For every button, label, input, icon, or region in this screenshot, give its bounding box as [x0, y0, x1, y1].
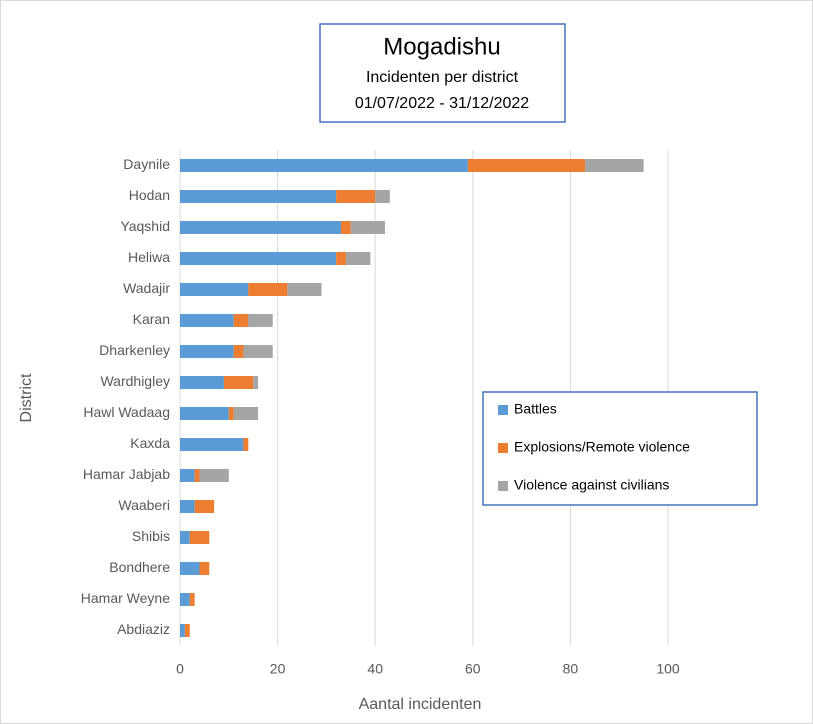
bar-segment	[233, 407, 259, 420]
bar-segment	[180, 500, 195, 513]
bar-segment	[180, 345, 234, 358]
y-tick-label: Karan	[133, 311, 170, 327]
bar-segment	[180, 531, 190, 544]
title-box	[319, 23, 566, 123]
x-tick-label: 40	[367, 661, 383, 677]
legend-swatch	[498, 405, 508, 415]
bar-segment	[375, 190, 390, 203]
y-tick-label: Wardhigley	[100, 373, 170, 389]
bar-segment	[180, 593, 190, 606]
legend-swatch	[498, 443, 508, 453]
bar-segment	[194, 469, 200, 482]
y-tick-label: Bondhere	[109, 559, 170, 575]
bar-segment	[180, 376, 224, 389]
y-tick-label: Hamar Weyne	[81, 590, 170, 606]
bar-segment	[248, 314, 273, 327]
bar-segment	[341, 221, 351, 234]
bar-segment	[180, 407, 229, 420]
bar-segment	[199, 562, 210, 575]
y-tick-label: Dharkenley	[99, 342, 170, 358]
legend-label: Violence against civilians	[514, 477, 669, 493]
bar-segment	[233, 314, 249, 327]
bar-segment	[180, 314, 234, 327]
bar-segment	[467, 159, 586, 172]
y-tick-label: Kaxda	[130, 435, 170, 451]
x-tick-label: 100	[656, 661, 680, 677]
bar-segment	[253, 376, 259, 389]
bar-segment	[189, 531, 210, 544]
bar-segment	[585, 159, 644, 172]
y-tick-label: Yaqshid	[120, 218, 170, 234]
y-tick-label: Daynile	[123, 156, 170, 172]
bar-segment	[194, 500, 215, 513]
legend-label: Battles	[514, 401, 557, 417]
bar-segment	[180, 469, 195, 482]
bar-segment	[287, 283, 322, 296]
bar-segment	[199, 469, 229, 482]
bar-segment	[180, 252, 337, 265]
bar-segment	[248, 283, 288, 296]
x-tick-label: 60	[465, 661, 481, 677]
bar-segment	[180, 562, 200, 575]
bar-segment	[180, 283, 249, 296]
bar-segment	[336, 190, 376, 203]
bar-segment	[180, 221, 342, 234]
legend-label: Explosions/Remote violence	[514, 439, 690, 455]
y-tick-label: Hodan	[129, 187, 170, 203]
bar-segment	[180, 438, 244, 451]
y-tick-label: Shibis	[132, 528, 170, 544]
y-tick-label: Waaberi	[118, 497, 170, 513]
bar-segment	[189, 593, 195, 606]
bar-segment	[228, 407, 234, 420]
x-axis-label: Aantal incidenten	[359, 696, 482, 713]
legend-box	[482, 391, 758, 506]
x-tick-label: 80	[563, 661, 579, 677]
bar-segment	[233, 345, 244, 358]
chart-title: Mogadishu	[383, 33, 500, 60]
y-tick-label: Abdiaziz	[117, 621, 170, 637]
legend-swatch	[498, 481, 508, 491]
y-tick-label: Hawl Wadaag	[83, 404, 170, 420]
y-axis-label: District	[18, 373, 35, 422]
bar-segment	[243, 438, 249, 451]
x-tick-label: 20	[270, 661, 286, 677]
y-tick-label: Heliwa	[128, 249, 170, 265]
y-tick-label: Wadajir	[123, 280, 170, 296]
bars	[180, 159, 644, 637]
bar-segment	[243, 345, 273, 358]
chart-subtitle: Incidenten per district	[366, 69, 519, 86]
chart-period: 01/07/2022 - 31/12/2022	[355, 95, 529, 112]
bar-segment	[184, 624, 190, 637]
bar-segment	[223, 376, 254, 389]
bar-segment	[350, 221, 385, 234]
bar-segment	[180, 190, 337, 203]
x-tick-label: 0	[176, 661, 184, 677]
bar-segment	[180, 159, 468, 172]
bar-segment	[345, 252, 371, 265]
y-tick-label: Hamar Jabjab	[83, 466, 170, 482]
bar-segment	[180, 624, 185, 637]
bar-segment	[336, 252, 346, 265]
